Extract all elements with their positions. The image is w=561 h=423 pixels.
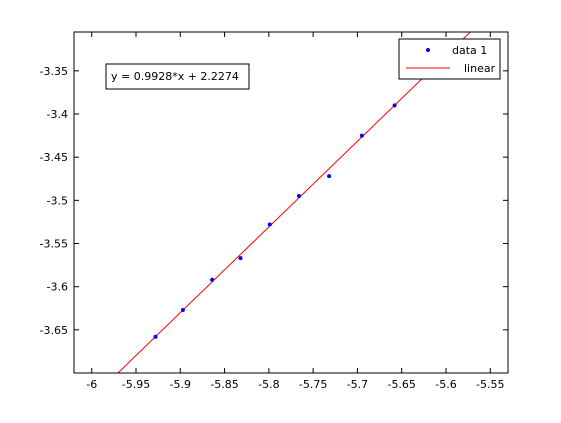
y-tick-label: -3.45: [40, 151, 68, 164]
y-tick-label: -3.4: [47, 108, 68, 121]
y-tick-label: -3.5: [47, 194, 68, 207]
x-tick-label: -5.6: [435, 378, 456, 391]
x-tick-label: -6: [86, 378, 97, 391]
data-point: [359, 133, 364, 138]
data-point: [392, 103, 397, 108]
x-tick-labels: -6 -5.95 -5.9 -5.85 -5.8 -5.75 -5.7 -5.65 -5.6 -5…: [86, 378, 504, 391]
legend-label-data-1: data 1: [452, 44, 487, 57]
annotation-box: y = 0.9928*x + 2.2274: [105, 63, 250, 90]
x-tick-label: -5.55: [476, 378, 504, 391]
x-tick-label: -5.95: [122, 378, 150, 391]
y-tick-label: -3.35: [40, 65, 68, 78]
fit-equation: y = 0.9928*x + 2.2274: [111, 70, 239, 83]
data-point: [238, 256, 243, 261]
legend-box: [398, 38, 501, 80]
plot-frame: [73, 31, 509, 374]
y-tick-labels: -3.65 -3.6 -3.55 -3.5 -3.45 -3.4 -3.35: [40, 65, 68, 337]
y-tick-label: -3.55: [40, 238, 68, 251]
legend: data 1 linear: [398, 38, 501, 80]
x-tick-label: -5.9: [170, 378, 191, 391]
legend-label-linear: linear: [464, 62, 496, 75]
ticks: [74, 32, 508, 373]
y-tick-label: -3.65: [40, 324, 68, 337]
data-point: [180, 307, 185, 312]
x-tick-label: -5.75: [299, 378, 327, 391]
data-point: [267, 222, 272, 227]
x-tick-label: -5.7: [347, 378, 368, 391]
data-point: [210, 277, 215, 282]
data-point: [327, 174, 332, 179]
x-tick-label: -5.65: [387, 378, 415, 391]
data-point: [153, 334, 158, 339]
x-tick-label: -5.8: [258, 378, 279, 391]
data-point: [296, 194, 301, 199]
legend-marker-data-1: [426, 48, 430, 52]
y-tick-label: -3.6: [47, 281, 68, 294]
x-tick-label: -5.85: [210, 378, 238, 391]
